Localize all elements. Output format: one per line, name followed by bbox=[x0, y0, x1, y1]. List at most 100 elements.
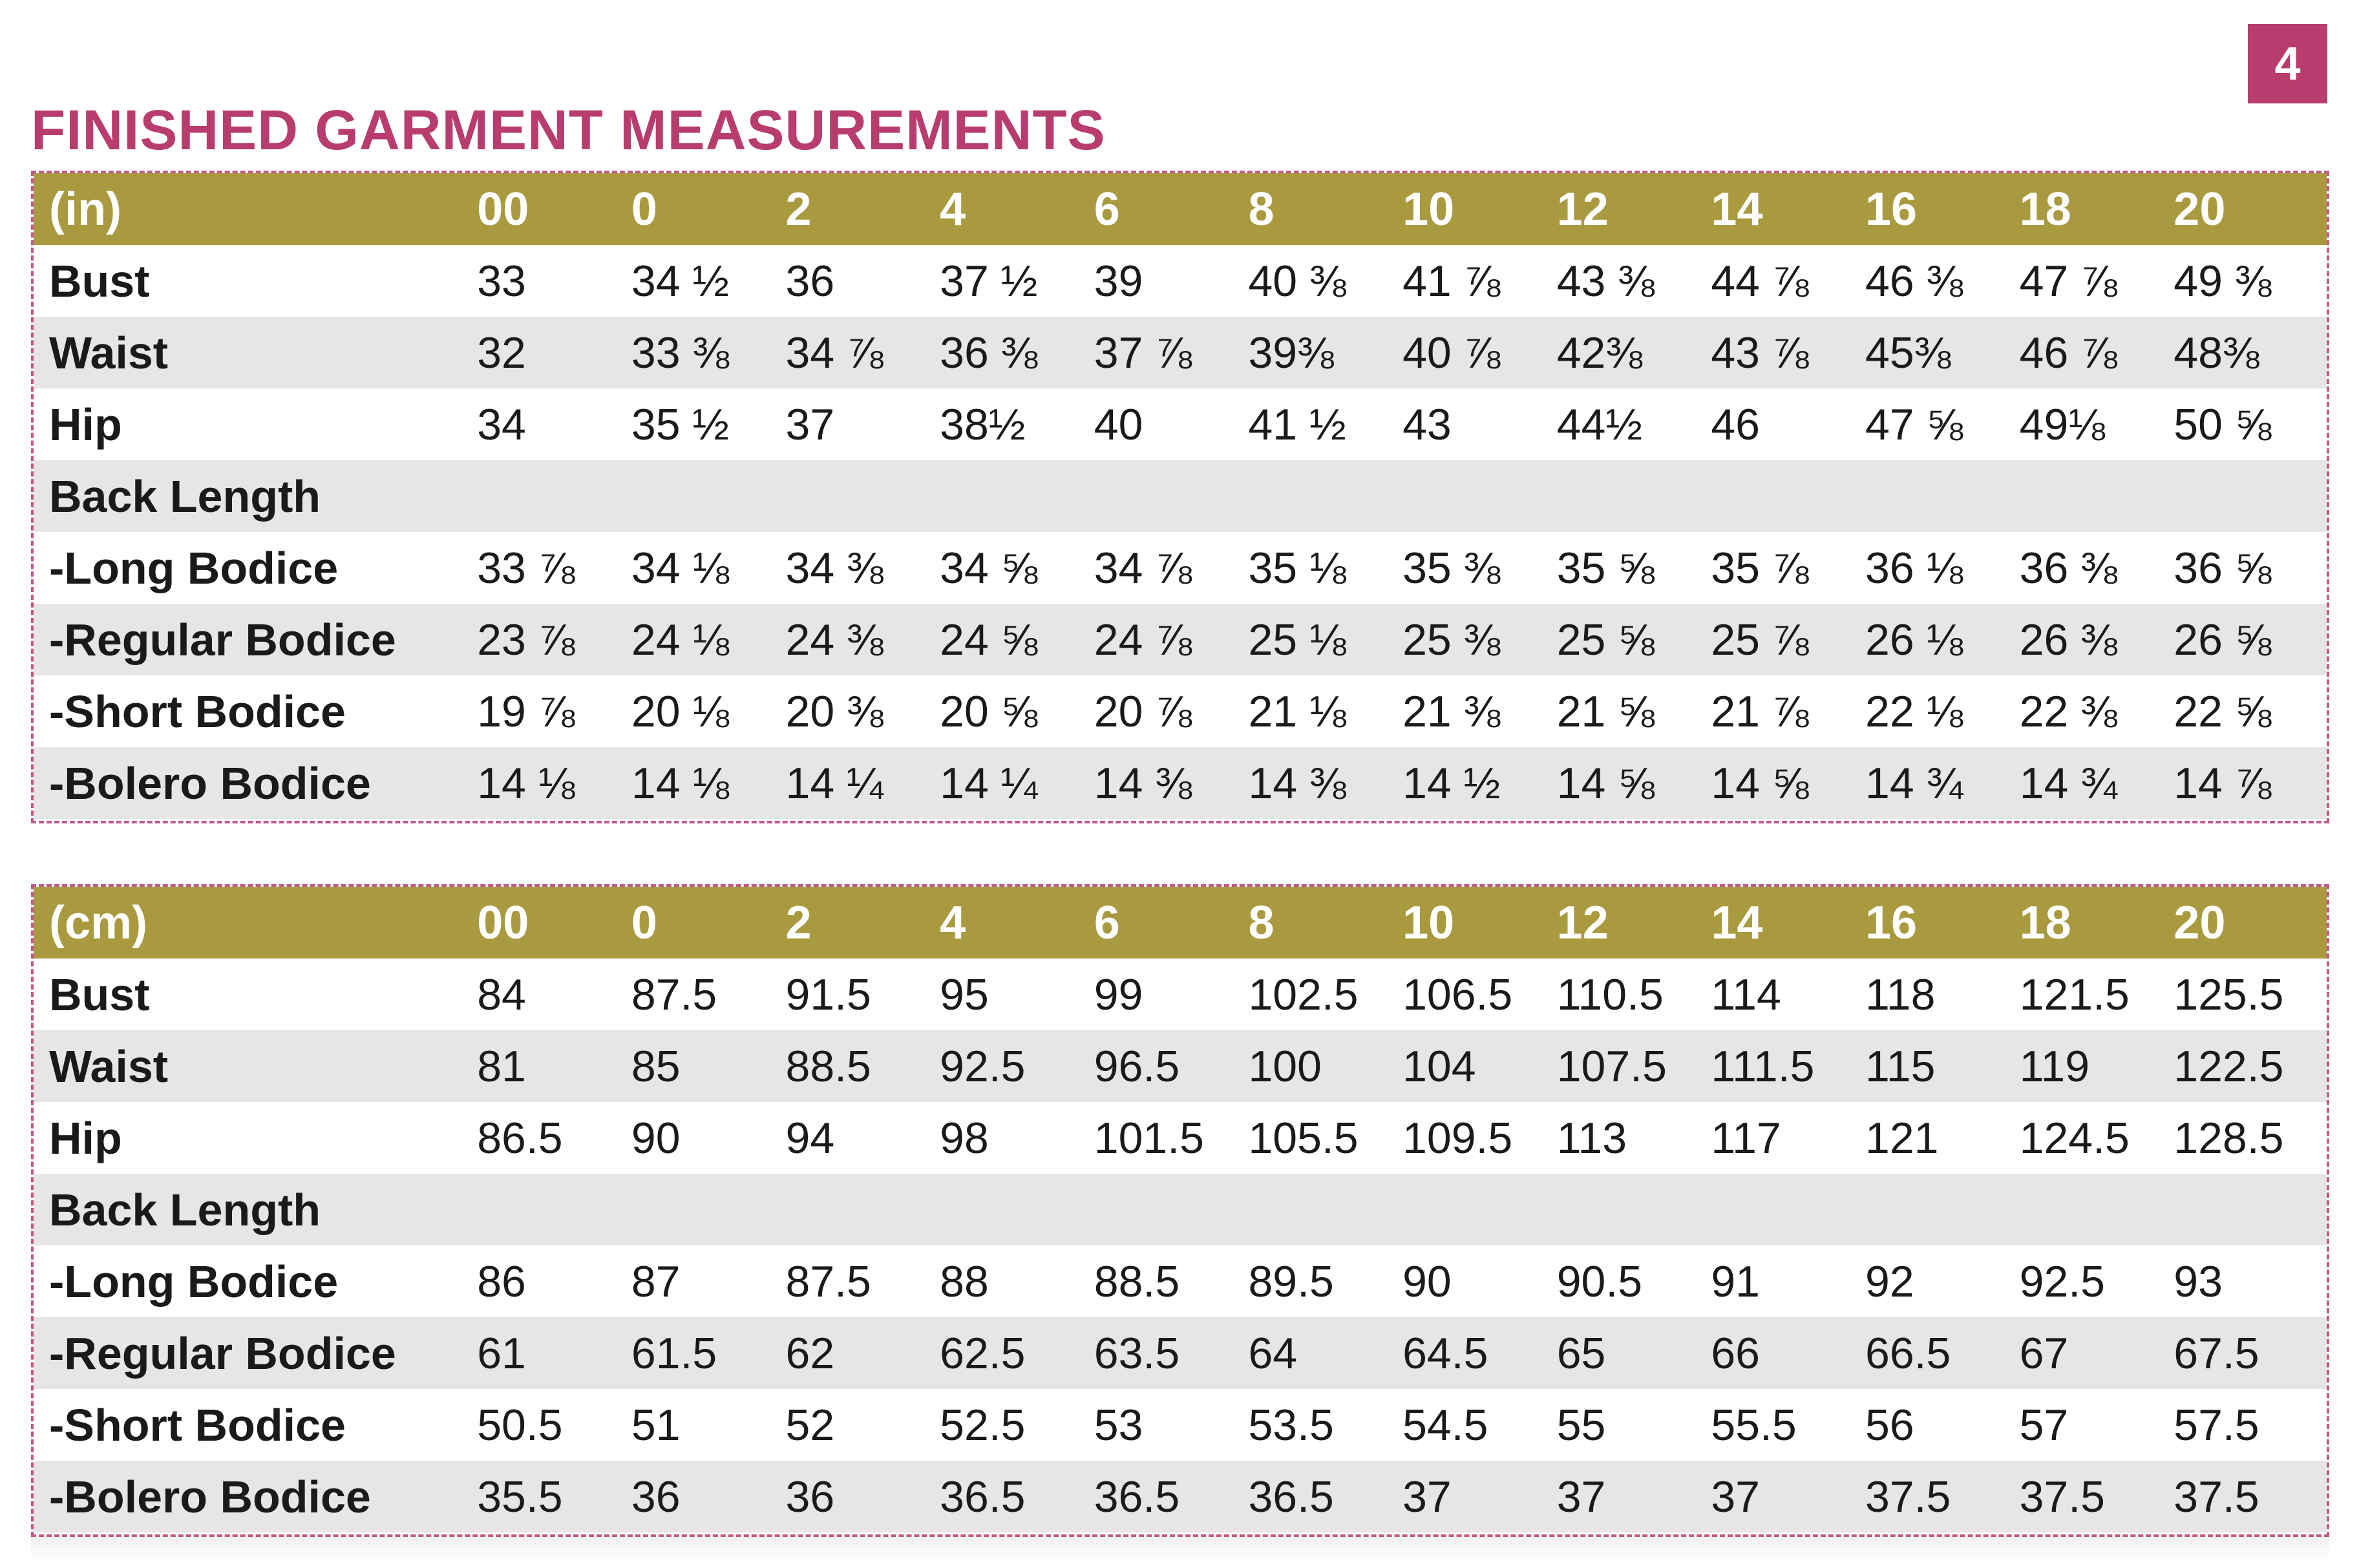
measurement-cell: 119 bbox=[2019, 1041, 2090, 1091]
measurement-cell: 36.5 bbox=[940, 1472, 1026, 1521]
measurement-cell: 100 bbox=[1248, 1041, 1322, 1091]
measurement-cell: 34 ½ bbox=[631, 256, 730, 306]
measurement-cell: 22 ⅜ bbox=[2019, 686, 2117, 736]
measurement-cell: 46 bbox=[1711, 399, 1760, 449]
measurement-cell: 14 ⅛ bbox=[631, 758, 730, 808]
measurement-cell: 36 bbox=[631, 1472, 681, 1521]
size-header: 0 bbox=[631, 183, 657, 235]
measurement-cell: 25 ⅞ bbox=[1711, 615, 1809, 664]
measurement-cell: 26 ⅜ bbox=[2019, 615, 2117, 664]
measurement-cell: 55 bbox=[1556, 1400, 1606, 1450]
measurement-cell: 122.5 bbox=[2174, 1041, 2284, 1091]
size-header: 20 bbox=[2174, 896, 2226, 949]
page-title: FINISHED GARMENT MEASUREMENTS bbox=[31, 99, 1106, 162]
row-label: Back Length bbox=[49, 471, 321, 522]
measurement-cell: 42⅜ bbox=[1556, 328, 1643, 377]
measurement-cell: 111.5 bbox=[1711, 1041, 1815, 1091]
measurement-cell: 34 ⅞ bbox=[785, 328, 883, 377]
measurement-cell: 109.5 bbox=[1402, 1113, 1513, 1163]
measurement-cell: 37.5 bbox=[2019, 1472, 2105, 1521]
measurement-cell: 35 ½ bbox=[631, 399, 730, 449]
measurement-cell: 35.5 bbox=[477, 1472, 563, 1521]
size-header: 0 bbox=[631, 896, 657, 949]
measurement-cell: 22 ⅝ bbox=[2174, 686, 2272, 736]
measurement-cell: 96.5 bbox=[1094, 1041, 1180, 1091]
measurement-cell: 128.5 bbox=[2174, 1113, 2284, 1163]
measurement-cell: 93 bbox=[2174, 1256, 2223, 1306]
measurement-cell: 115 bbox=[1865, 1041, 1936, 1091]
table-row: Waist 81 85 88.5 92.5 96.5 100 104 107.5 111.5 115… bbox=[34, 1030, 2327, 1102]
measurement-cell: 21 ⅜ bbox=[1402, 686, 1501, 736]
row-label: Waist bbox=[49, 327, 169, 378]
table-row: Back Length bbox=[34, 1174, 2327, 1245]
page-bottom-shadow bbox=[31, 1537, 2329, 1563]
measurement-cell: 34 bbox=[477, 399, 526, 449]
centimeters-measurement-table: (cm) 00 0 2 4 6 8 10 12 14 16 18 20 Bust 84 87.5 91.5 95 9… bbox=[31, 884, 2329, 1537]
measurement-cell: 40 ⅜ bbox=[1248, 256, 1346, 306]
measurement-cell: 24 ⅜ bbox=[785, 615, 883, 664]
measurement-cell: 35 ⅛ bbox=[1248, 543, 1346, 593]
measurement-cell: 21 ⅞ bbox=[1711, 686, 1809, 736]
measurement-cell: 124.5 bbox=[2019, 1113, 2130, 1163]
row-label: Waist bbox=[49, 1041, 169, 1092]
table-row: -Long Bodice 86 87 87.5 88 88.5 89.5 90 90.5 91 92… bbox=[34, 1245, 2327, 1317]
measurement-cell: 41 ⅞ bbox=[1402, 256, 1501, 306]
size-header: 10 bbox=[1402, 896, 1455, 949]
measurement-cell: 88.5 bbox=[785, 1041, 871, 1091]
table-row: Bust 33 34 ½ 36 37 ½ 39 40 ⅜ 41 ⅞ 43 ⅜ 44 ⅞ 46 ⅜ 47… bbox=[34, 245, 2327, 317]
measurement-cell: 24 ⅝ bbox=[940, 615, 1038, 664]
size-header: 00 bbox=[477, 183, 529, 235]
table-row: -Bolero Bodice 35.5 36 36 36.5 36.5 36.5 37 37 37… bbox=[34, 1461, 2327, 1532]
measurement-cell: 117 bbox=[1711, 1113, 1781, 1163]
measurement-cell: 41 ½ bbox=[1248, 399, 1346, 449]
table-row: -Short Bodice 50.5 51 52 52.5 53 53.5 54.5 55 55.… bbox=[34, 1389, 2327, 1461]
measurement-cell: 14 ⅞ bbox=[2174, 758, 2272, 808]
measurement-cell: 36 ⅜ bbox=[940, 328, 1038, 377]
measurement-cell: 24 ⅛ bbox=[631, 615, 730, 664]
measurement-cell: 14 ¾ bbox=[2019, 758, 2117, 808]
measurement-cell: 40 ⅞ bbox=[1402, 328, 1501, 377]
measurement-cell: 62.5 bbox=[940, 1328, 1026, 1378]
measurement-cell: 67.5 bbox=[2174, 1328, 2259, 1378]
measurement-cell: 45⅜ bbox=[1865, 328, 1951, 377]
row-label: Back Length bbox=[49, 1184, 321, 1235]
size-header: 12 bbox=[1556, 183, 1609, 235]
measurement-cell: 37.5 bbox=[2174, 1472, 2259, 1521]
measurement-cell: 37 bbox=[785, 399, 835, 449]
measurement-cell: 55.5 bbox=[1711, 1400, 1797, 1450]
measurement-cell: 33 ⅞ bbox=[477, 543, 575, 593]
measurement-cell: 51 bbox=[631, 1400, 681, 1450]
measurement-cell: 35 ⅞ bbox=[1711, 543, 1809, 593]
measurement-cell: 85 bbox=[631, 1041, 681, 1091]
table-row: -Regular Bodice 23 ⅞ 24 ⅛ 24 ⅜ 24 ⅝ 24 ⅞ 25 ⅛ 2… bbox=[34, 604, 2327, 675]
row-label: Bust bbox=[49, 969, 150, 1020]
table-row: Hip 34 35 ½ 37 38½ 40 41 ½ 43 44½ 46 47 ⅝ 49⅛ 50 ⅝ bbox=[34, 388, 2327, 460]
size-header: 14 bbox=[1711, 896, 1763, 949]
measurement-cell: 118 bbox=[1865, 969, 1936, 1019]
measurement-cell: 102.5 bbox=[1248, 969, 1359, 1019]
measurement-cell: 23 ⅞ bbox=[477, 615, 575, 664]
unit-label: (cm) bbox=[49, 896, 148, 949]
measurement-cell: 104 bbox=[1402, 1041, 1476, 1091]
table-row: Back Length bbox=[34, 460, 2327, 532]
measurement-cell: 34 ⅞ bbox=[1094, 543, 1192, 593]
measurement-cell: 90 bbox=[631, 1113, 681, 1163]
measurement-cell: 22 ⅛ bbox=[1865, 686, 1963, 736]
measurement-cell: 35 ⅝ bbox=[1556, 543, 1655, 593]
measurement-cell: 47 ⅝ bbox=[1865, 399, 1963, 449]
measurement-cell: 43 ⅞ bbox=[1711, 328, 1809, 377]
measurement-cell: 37 bbox=[1711, 1472, 1760, 1521]
measurement-cell: 91.5 bbox=[785, 969, 871, 1019]
measurement-cell: 91 bbox=[1711, 1256, 1760, 1306]
measurement-cell: 36 ⅜ bbox=[2019, 543, 2117, 593]
row-label: -Bolero Bodice bbox=[49, 758, 371, 809]
measurement-cell: 20 ⅝ bbox=[940, 686, 1038, 736]
size-header: 18 bbox=[2019, 896, 2071, 949]
measurement-cell: 39 bbox=[1094, 256, 1143, 306]
measurement-cell: 66.5 bbox=[1865, 1328, 1951, 1378]
measurement-cell: 26 ⅝ bbox=[2174, 615, 2272, 664]
measurement-cell: 46 ⅜ bbox=[1865, 256, 1963, 306]
measurement-cell: 50 ⅝ bbox=[2174, 399, 2272, 449]
measurement-cell: 34 ⅛ bbox=[631, 543, 730, 593]
measurement-cell: 88 bbox=[940, 1256, 989, 1306]
